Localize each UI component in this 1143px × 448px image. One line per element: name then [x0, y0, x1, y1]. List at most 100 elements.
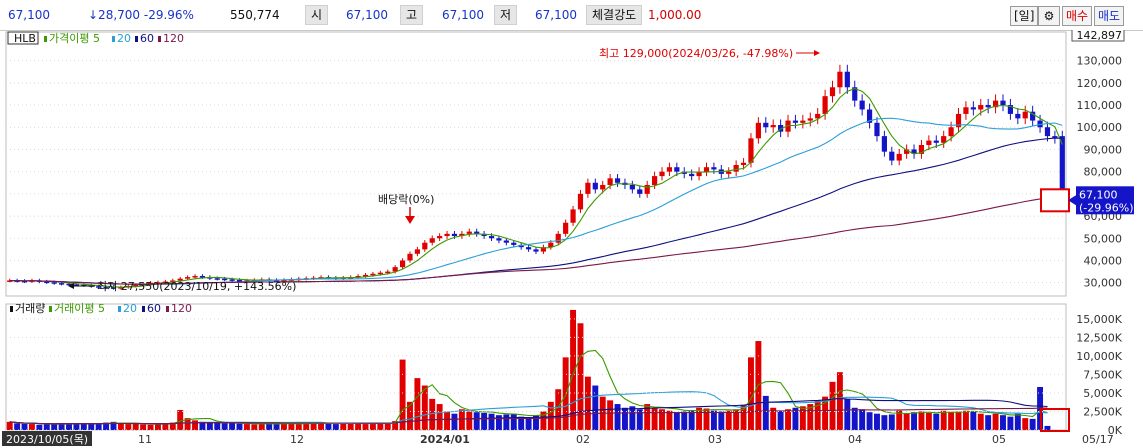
volume-bar	[740, 404, 747, 430]
buy-button[interactable]: 매수	[1062, 6, 1093, 26]
high-value: 67,100	[442, 8, 484, 22]
candle-body	[273, 280, 280, 282]
legend-swatch	[135, 36, 138, 42]
volume-bar	[533, 415, 539, 430]
volume-bar	[1000, 415, 1006, 430]
volume-panel: 0K 2,500K 5,000K 7,500K 10,000K 12,500K 15,000…	[5, 302, 1123, 437]
volume-bar	[369, 423, 376, 430]
ma60-line	[9, 137, 1063, 285]
volume-bar	[777, 411, 784, 430]
volume-bar	[95, 423, 102, 430]
volume-tick-label: 10,000K	[1076, 350, 1122, 363]
volume-bar	[829, 381, 836, 430]
volume-bar	[73, 424, 80, 430]
candle-body	[1000, 100, 1006, 106]
candle-body	[785, 120, 791, 132]
candle-body	[577, 193, 584, 210]
volume-bar	[621, 407, 628, 430]
volume-bar	[117, 423, 124, 430]
volume-bar	[429, 398, 436, 430]
volume-bar	[799, 406, 806, 430]
volume-bar	[236, 423, 243, 430]
volume-bar	[844, 398, 851, 430]
volume-bar	[481, 412, 488, 430]
volume-bar	[948, 412, 955, 430]
volume-bar	[577, 323, 584, 430]
price-legend-entry: 120	[163, 32, 184, 45]
candle-body	[889, 151, 895, 161]
volume-bar	[651, 407, 658, 430]
volume-bar	[355, 423, 362, 430]
candle-body	[110, 287, 117, 289]
volume-bar	[214, 422, 221, 430]
volume-bar	[251, 424, 258, 430]
volume-bar	[43, 424, 50, 430]
volume-bar	[288, 423, 295, 430]
volume-bar	[985, 415, 992, 430]
open-value: 67,100	[346, 8, 388, 22]
volume-bar	[451, 413, 458, 430]
candle-body	[51, 282, 57, 284]
candle-body	[236, 280, 243, 282]
candle-body	[1044, 127, 1051, 137]
candle-body	[399, 260, 406, 268]
candle-body	[881, 136, 887, 152]
candle-body	[911, 149, 917, 154]
volume-bar	[14, 423, 21, 430]
strength-value: 1,000.00	[648, 8, 702, 22]
sell-button[interactable]: 매도	[1094, 6, 1125, 26]
volume-bar	[184, 418, 191, 430]
candle-body	[933, 140, 939, 143]
volume-bar	[681, 411, 688, 430]
legend-swatch	[10, 306, 13, 312]
candle-body	[555, 233, 561, 243]
candle-body	[703, 167, 710, 172]
candle-body	[229, 279, 235, 281]
volume-bar	[592, 385, 599, 430]
ticker-label: HLB	[14, 32, 36, 45]
volume-bar	[473, 412, 480, 430]
candle-body	[614, 178, 621, 183]
volume-bar	[154, 424, 161, 430]
gear-icon[interactable]: ⚙	[1038, 6, 1060, 26]
current-price-tag	[1076, 186, 1134, 215]
volume-bar	[696, 407, 703, 430]
price-tick-label: 110,000	[1077, 99, 1123, 112]
candle-body	[481, 233, 487, 237]
volume-bar	[710, 410, 717, 430]
volume-bar	[525, 417, 532, 430]
x-tick-label: 03	[708, 433, 722, 446]
volume-bar	[636, 409, 643, 430]
volume-bar	[540, 411, 547, 430]
volume-bar	[1022, 418, 1029, 430]
top-value: 142,897	[1077, 30, 1123, 42]
volume-bar	[273, 424, 280, 430]
volume-bar	[414, 378, 421, 430]
volume-tick-label: 2,500K	[1083, 405, 1122, 418]
candle-body	[770, 125, 776, 128]
volume-bar	[977, 413, 984, 430]
current-price-label: 67,100	[1079, 188, 1118, 201]
candle-body	[1007, 105, 1013, 114]
candle-body	[73, 284, 80, 286]
candle-body	[778, 125, 784, 132]
volume-bar	[940, 410, 947, 430]
current-change-label: (-29.96%)	[1079, 201, 1134, 214]
candle-body	[355, 276, 361, 278]
volume-bar	[918, 411, 925, 430]
volume-bar	[162, 423, 169, 430]
x-tick-label: 2023/10/05(목)	[6, 433, 88, 446]
candle-body	[829, 87, 836, 97]
high-annotation: 최고 129,000(2024/03/26, -47.98%)	[599, 47, 793, 60]
volume-bar	[28, 424, 35, 430]
volume-bar	[970, 411, 977, 430]
candle-body	[96, 286, 102, 288]
candle-body	[474, 231, 480, 234]
period-button[interactable]: [일]	[1010, 6, 1039, 26]
current-price: 67,100	[8, 8, 50, 22]
candle-body	[185, 277, 191, 279]
candle-body	[696, 171, 702, 177]
candle-body	[459, 233, 465, 237]
candle-body	[222, 278, 228, 281]
price-panel: 30,00040,00050,00060,00070,00080,00090,0…	[5, 30, 1134, 297]
